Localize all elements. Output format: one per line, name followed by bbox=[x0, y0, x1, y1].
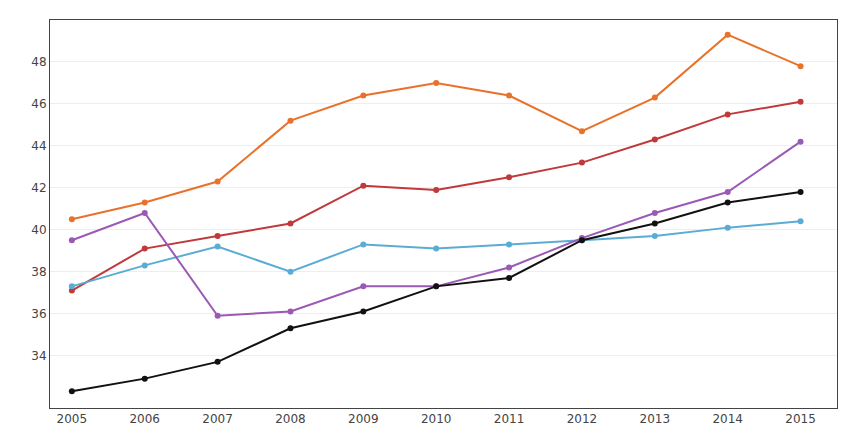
svg-text:2015: 2015 bbox=[785, 412, 816, 426]
svg-text:48: 48 bbox=[31, 55, 46, 69]
svg-text:2009: 2009 bbox=[348, 412, 379, 426]
svg-text:2010: 2010 bbox=[421, 412, 452, 426]
svg-text:2005: 2005 bbox=[57, 412, 88, 426]
svg-text:2013: 2013 bbox=[640, 412, 671, 426]
svg-text:44: 44 bbox=[31, 139, 46, 153]
svg-text:38: 38 bbox=[31, 265, 46, 279]
svg-text:34: 34 bbox=[31, 349, 46, 363]
svg-text:2011: 2011 bbox=[494, 412, 525, 426]
svg-text:36: 36 bbox=[31, 307, 46, 321]
svg-text:40: 40 bbox=[31, 223, 46, 237]
svg-text:2014: 2014 bbox=[712, 412, 743, 426]
svg-text:2007: 2007 bbox=[202, 412, 233, 426]
svg-text:42: 42 bbox=[31, 181, 46, 195]
svg-text:2008: 2008 bbox=[275, 412, 306, 426]
svg-text:2006: 2006 bbox=[129, 412, 160, 426]
svg-text:2012: 2012 bbox=[567, 412, 598, 426]
svg-text:46: 46 bbox=[31, 97, 46, 111]
